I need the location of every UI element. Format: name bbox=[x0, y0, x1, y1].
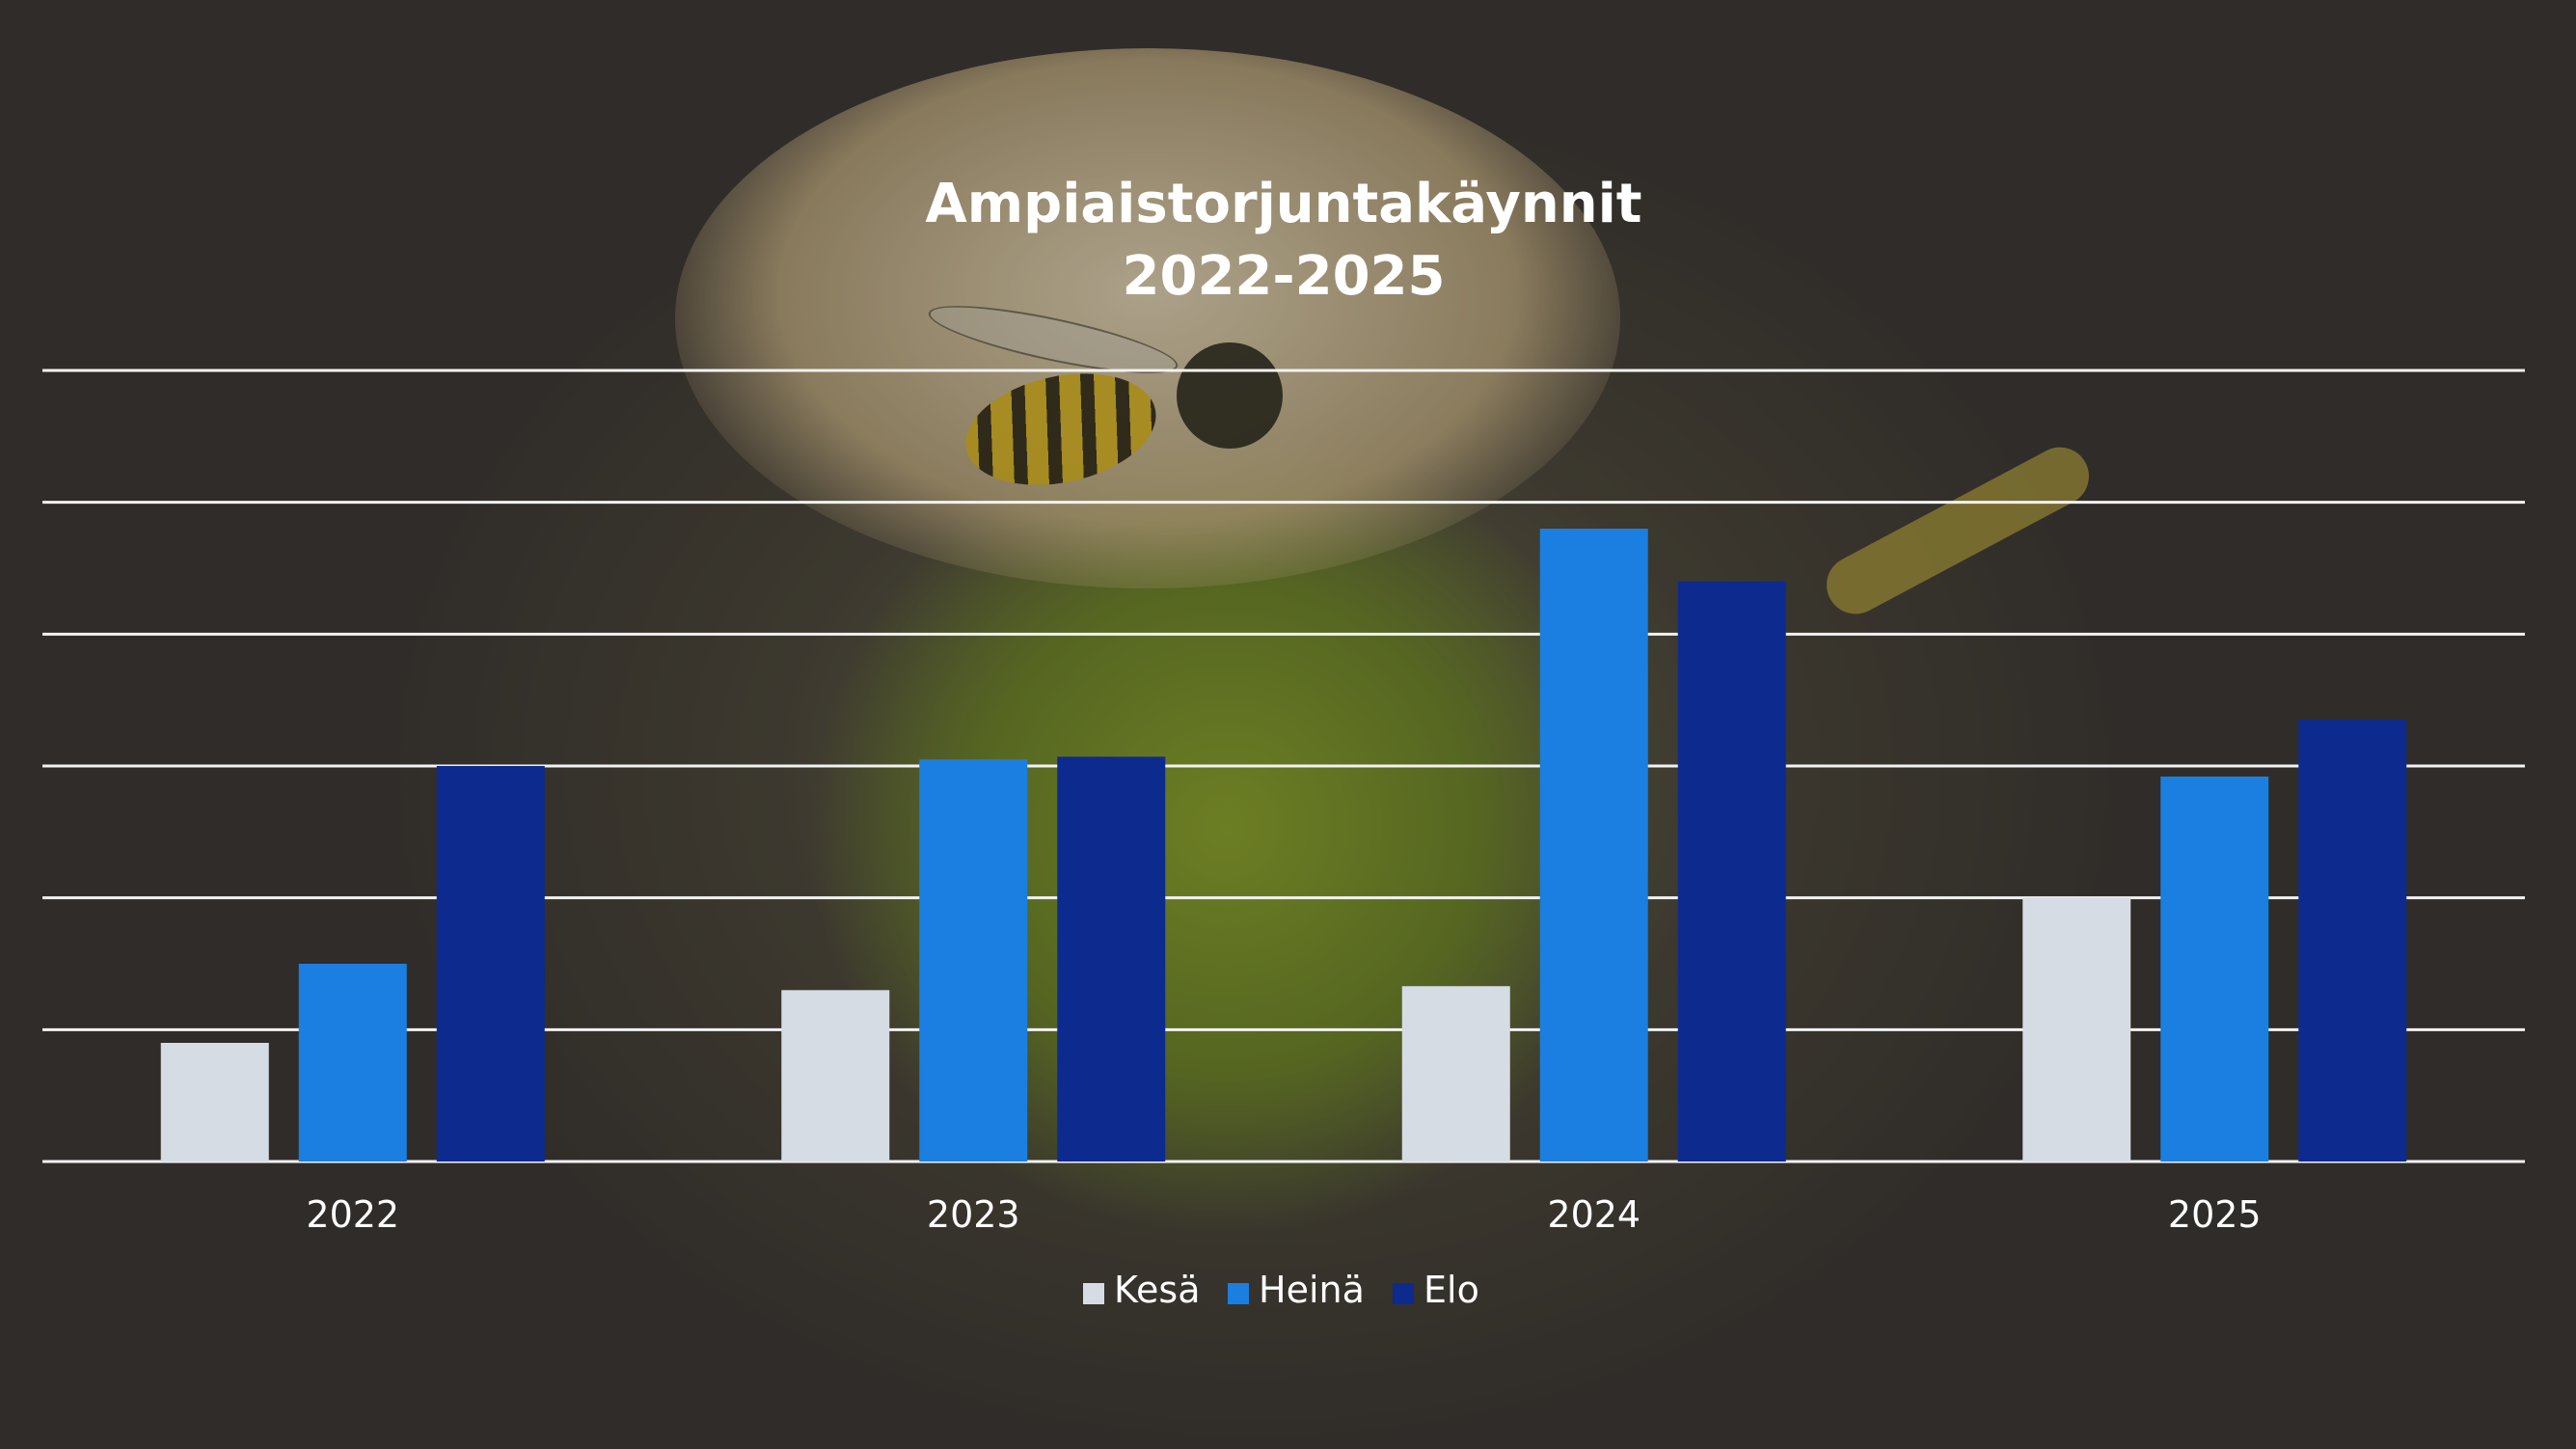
bars bbox=[160, 529, 2407, 1162]
bar-2023-heinä bbox=[919, 759, 1028, 1162]
legend: Kesä Heinä Elo bbox=[1083, 1269, 1479, 1311]
bar-2025-kesä bbox=[2022, 897, 2131, 1162]
bar-2022-elo bbox=[436, 766, 545, 1162]
bar-2025-heinä bbox=[2160, 776, 2269, 1162]
chart-title: Ampiaistorjuntakäynnit bbox=[925, 173, 1641, 235]
legend-label: Elo bbox=[1424, 1269, 1479, 1311]
bar-2024-heinä bbox=[1539, 529, 1648, 1162]
bar-2023-kesä bbox=[781, 990, 890, 1162]
x-tick-labels: 2022 2023 2024 2025 bbox=[306, 1193, 2261, 1236]
chart-subtitle: 2022-2025 bbox=[1123, 245, 1446, 308]
apple-bite-area bbox=[675, 48, 1620, 588]
x-tick-label: 2022 bbox=[306, 1193, 399, 1236]
legend-swatch bbox=[1228, 1283, 1249, 1304]
x-tick-label: 2025 bbox=[2168, 1193, 2262, 1236]
x-tick-label: 2024 bbox=[1547, 1193, 1641, 1236]
bar-2024-kesä bbox=[1401, 986, 1510, 1162]
x-tick-label: 2023 bbox=[927, 1193, 1020, 1236]
legend-label: Heinä bbox=[1259, 1269, 1365, 1311]
bar-2024-elo bbox=[1677, 581, 1786, 1162]
bar-2022-kesä bbox=[160, 1043, 269, 1162]
gridlines bbox=[42, 369, 2525, 1163]
legend-label: Kesä bbox=[1114, 1269, 1201, 1311]
bar-2023-elo bbox=[1057, 756, 1166, 1162]
bar-2025-elo bbox=[2298, 720, 2407, 1162]
wasp-head bbox=[1177, 342, 1283, 449]
legend-swatch bbox=[1083, 1283, 1104, 1304]
legend-swatch bbox=[1393, 1283, 1414, 1304]
bar-2022-heinä bbox=[298, 964, 407, 1162]
